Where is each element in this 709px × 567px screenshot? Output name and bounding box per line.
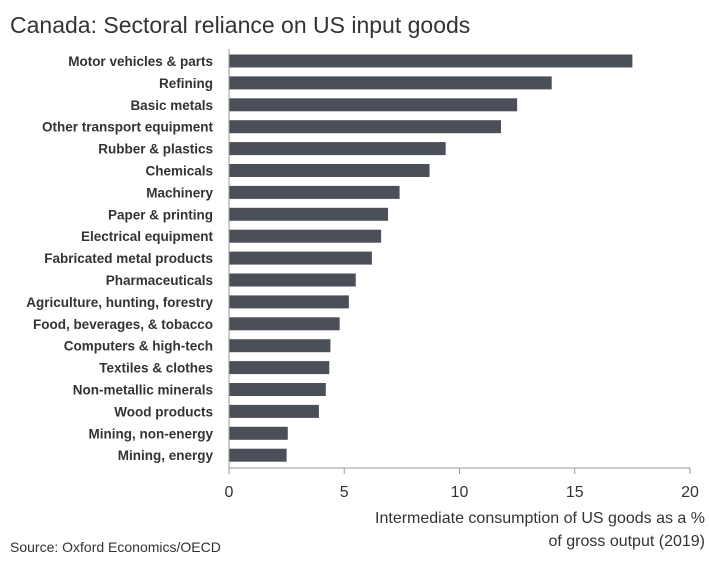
bar-10 xyxy=(229,273,356,287)
x-axis-title-line-1: Intermediate consumption of US goods as … xyxy=(375,510,705,527)
bar-6 xyxy=(229,185,400,199)
source-note: Source: Oxford Economics/OECD xyxy=(10,539,221,555)
bar-12 xyxy=(229,317,340,331)
category-label-8: Electrical equipment xyxy=(81,229,214,244)
bar-11 xyxy=(229,295,349,309)
bar-4 xyxy=(229,142,446,156)
bar-14 xyxy=(229,361,330,375)
category-label-5: Chemicals xyxy=(145,164,213,179)
x-tick-label-3: 15 xyxy=(566,484,584,501)
category-label-7: Paper & printing xyxy=(108,207,213,222)
bar-16 xyxy=(229,404,319,418)
category-label-12: Food, beverages, & tobacco xyxy=(33,317,213,332)
category-label-10: Pharmaceuticals xyxy=(106,273,213,288)
bar-7 xyxy=(229,207,389,221)
category-label-9: Fabricated metal products xyxy=(44,251,213,266)
x-tick-label-2: 10 xyxy=(451,484,469,501)
x-axis-title-line-2: of gross output (2019) xyxy=(548,533,705,550)
category-label-2: Basic metals xyxy=(130,98,213,113)
bar-5 xyxy=(229,164,430,177)
bar-0 xyxy=(229,54,633,68)
category-label-3: Other transport equipment xyxy=(42,120,214,135)
bar-13 xyxy=(229,339,331,353)
category-label-1: Refining xyxy=(159,76,213,91)
x-tick-label-1: 5 xyxy=(340,484,349,501)
category-label-11: Agriculture, hunting, forestry xyxy=(26,295,213,310)
category-label-0: Motor vehicles & parts xyxy=(68,54,213,69)
category-label-18: Mining, energy xyxy=(118,448,214,463)
category-label-13: Computers & high-tech xyxy=(64,339,213,354)
bars-layer xyxy=(229,54,633,462)
bar-1 xyxy=(229,76,552,90)
bar-9 xyxy=(229,251,372,265)
x-tick-label-0: 0 xyxy=(225,484,234,501)
category-labels: Motor vehicles & parts Refining Basic meta… xyxy=(26,54,213,463)
x-axis: 0 5 10 15 20 xyxy=(225,49,699,501)
category-label-6: Machinery xyxy=(146,185,213,200)
bar-15 xyxy=(229,383,326,396)
category-label-17: Mining, non-energy xyxy=(89,426,214,441)
bar-8 xyxy=(229,229,382,243)
category-label-14: Textiles & clothes xyxy=(99,361,213,376)
category-label-4: Rubber & plastics xyxy=(98,142,213,157)
bar-2 xyxy=(229,98,518,112)
chart-title: Canada: Sectoral reliance on US input go… xyxy=(10,12,471,38)
x-tick-label-4: 20 xyxy=(681,484,699,501)
category-label-15: Non-metallic minerals xyxy=(73,383,213,398)
bar-17 xyxy=(229,426,288,440)
category-label-16: Wood products xyxy=(114,404,213,419)
bar-3 xyxy=(229,120,501,134)
bar-18 xyxy=(229,448,287,462)
